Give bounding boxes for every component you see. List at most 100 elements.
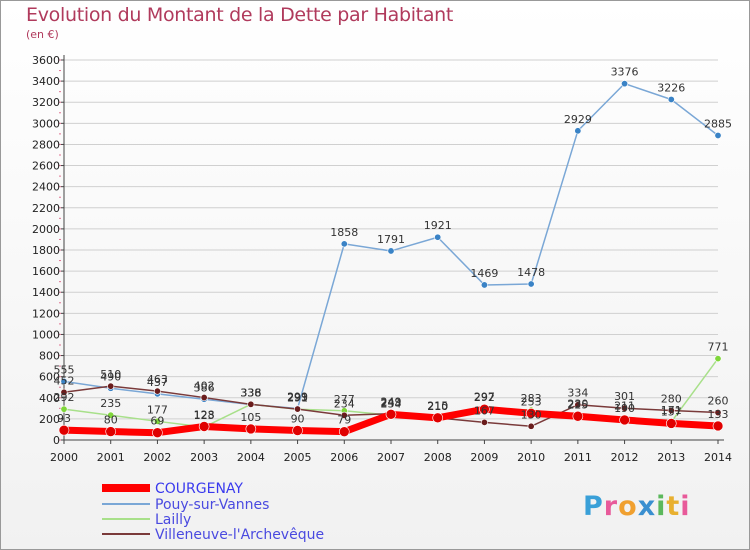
data-label: 215 [427, 399, 448, 412]
y-tick-label: 600 [39, 371, 60, 384]
data-point [527, 422, 535, 430]
data-label: 69 [150, 415, 164, 428]
x-tick-label: 2000 [50, 451, 78, 464]
data-point [714, 355, 722, 363]
data-label: 291 [287, 391, 308, 404]
data-point [665, 418, 677, 429]
data-label: 234 [334, 397, 355, 410]
data-point [574, 401, 582, 409]
data-point [434, 233, 442, 241]
data-label: 210 [427, 400, 448, 413]
data-label: 338 [240, 386, 261, 399]
y-tick-label: 2000 [32, 223, 60, 236]
data-label: 386 [194, 381, 215, 394]
y-tick-label: 1200 [32, 307, 60, 320]
data-label: 167 [474, 404, 495, 417]
data-point [667, 406, 675, 414]
data-label: 1469 [470, 267, 498, 280]
data-point [247, 400, 255, 408]
y-tick-label: 3400 [32, 75, 60, 88]
data-label: 234 [381, 397, 402, 410]
x-tick-label: 2002 [143, 451, 171, 464]
data-label: 452 [54, 374, 75, 387]
y-tick-labels: 0 200 400 600 800 1000 1200 1400 1600 1800 2000 220… [32, 54, 60, 447]
y-tick-label: 2200 [32, 202, 60, 215]
legend-label: COURGENAY [155, 481, 243, 497]
legend: COURGENAYPouy-sur-VannesLaillyVilleneuve… [102, 481, 324, 543]
data-point [152, 427, 163, 439]
y-tick-label: 3600 [32, 54, 60, 67]
data-point [574, 127, 582, 135]
data-point [338, 426, 350, 437]
data-point [198, 421, 210, 432]
x-tick-label: 2003 [190, 451, 218, 464]
data-label: 157 [661, 405, 682, 418]
y-tick-label: 2800 [32, 138, 60, 151]
data-label: 338 [240, 386, 261, 399]
chart-unit: (en €) [26, 28, 59, 41]
data-label: 293 [287, 391, 308, 404]
y-tick-label: 3000 [32, 117, 60, 130]
data-point [525, 407, 537, 419]
data-label: 292 [54, 391, 75, 404]
data-label: 437 [147, 376, 168, 389]
data-label: 80 [104, 414, 118, 427]
data-point [105, 426, 117, 437]
data-label: 1478 [517, 266, 545, 279]
series-courgenay [58, 403, 724, 439]
data-label: 128 [194, 408, 215, 421]
data-label: 260 [708, 395, 729, 408]
data-label: 336 [240, 387, 261, 400]
x-tick-label: 2012 [611, 451, 639, 464]
data-point [621, 80, 629, 88]
data-point [479, 403, 490, 415]
data-point [667, 95, 675, 103]
y-tick-label: 3200 [32, 96, 60, 109]
data-label: 225 [567, 398, 588, 411]
data-label: 230 [567, 398, 588, 411]
data-label: 211 [614, 400, 635, 413]
data-point [714, 131, 722, 139]
x-tick-label: 2013 [657, 451, 685, 464]
y-tick-label: 800 [39, 350, 60, 363]
data-label: 133 [708, 408, 729, 421]
data-label: 292 [474, 391, 495, 404]
data-label: 253 [521, 395, 542, 408]
data-point [245, 423, 257, 435]
chart-title: Evolution du Montant de la Dette par Hab… [26, 4, 454, 26]
data-label: 90 [291, 413, 305, 426]
x-tick-label: 2004 [237, 451, 265, 464]
x-tick-label: 2006 [330, 451, 358, 464]
data-label: 130 [521, 408, 542, 421]
data-label: 123 [194, 409, 215, 422]
axes [59, 55, 724, 444]
data-label: 1791 [377, 233, 405, 246]
data-label: 490 [100, 370, 121, 383]
data-point [340, 240, 348, 248]
legend-label: Villeneuve-l'Archevêque [155, 527, 324, 543]
data-label: 297 [474, 391, 495, 404]
data-label: 171 [661, 404, 682, 417]
data-label: 249 [381, 396, 402, 409]
y-tick-label: 1800 [32, 244, 60, 257]
data-point [200, 394, 208, 402]
y-tick-label: 1000 [32, 328, 60, 341]
data-label: 299 [287, 390, 308, 403]
y-tick-label: 2600 [32, 160, 60, 173]
data-label: 235 [100, 397, 121, 410]
data-label: 280 [661, 392, 682, 405]
data-point [714, 409, 722, 417]
data-label: 1921 [424, 219, 452, 232]
x-tick-label: 2010 [517, 451, 545, 464]
data-label: 79 [337, 414, 351, 427]
data-point [107, 382, 115, 390]
proxiti-logo: Proxiti [583, 491, 691, 522]
data-label: 555 [54, 363, 75, 376]
y-tick-label: 0 [53, 434, 60, 447]
y-tick-label: 1400 [32, 286, 60, 299]
data-label: 210 [427, 400, 448, 413]
data-label: 334 [567, 387, 588, 400]
x-tick-label: 2011 [564, 451, 592, 464]
